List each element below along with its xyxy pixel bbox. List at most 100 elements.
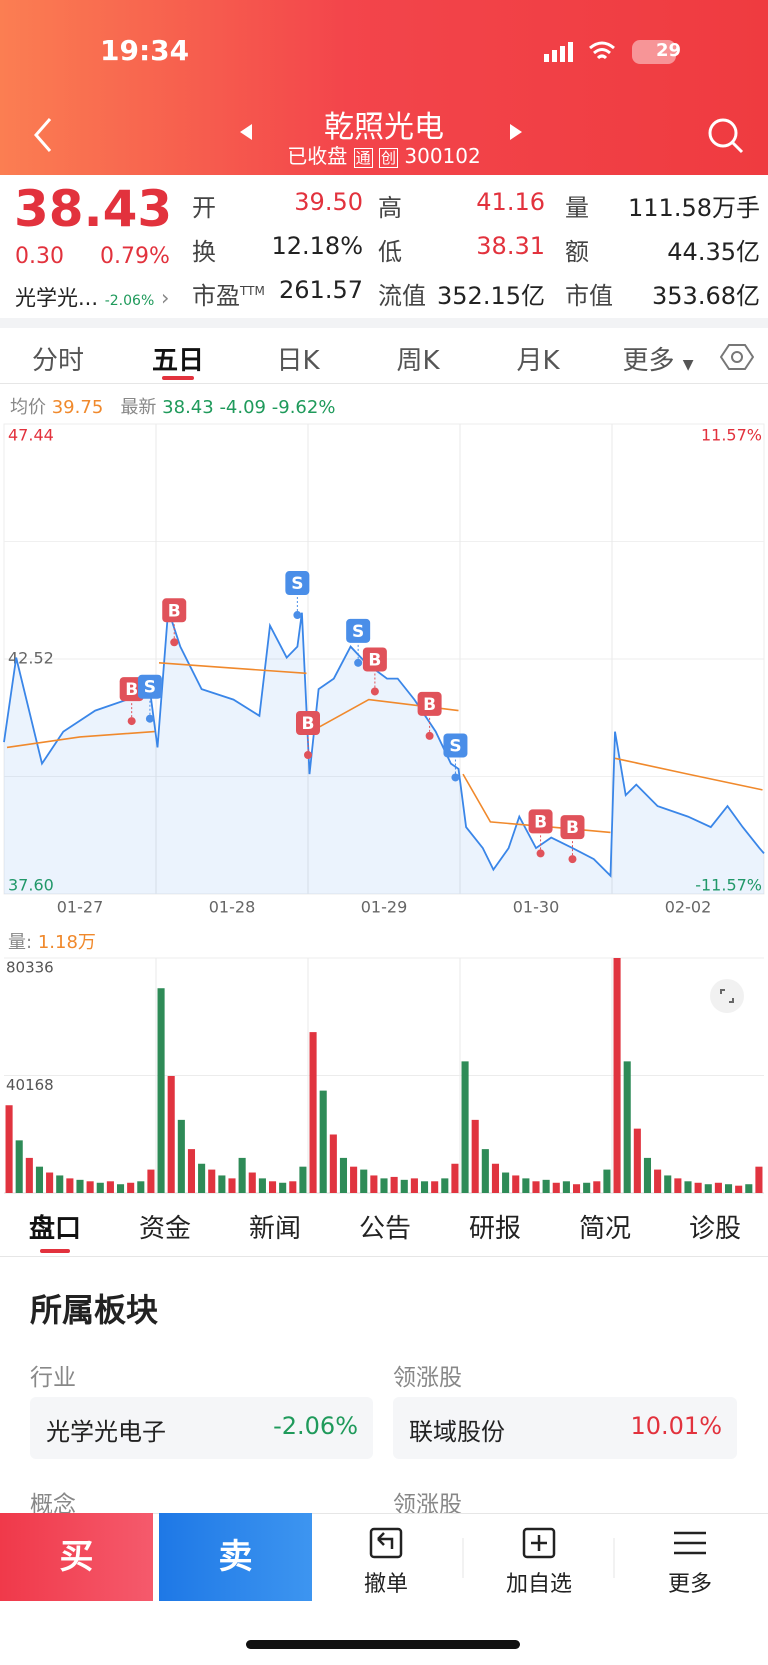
detail-tab[interactable]: 公告 <box>358 1214 411 1244</box>
chart-tab[interactable]: 月K <box>516 346 560 376</box>
last-label: 最新 <box>120 397 157 418</box>
volume-bar <box>96 1182 104 1193</box>
field-value: 41.16 <box>476 188 545 216</box>
price-line <box>3 609 765 878</box>
volume-bar <box>218 1175 226 1193</box>
volume-info: 量: 1.18万 <box>8 928 96 954</box>
tab-indicator <box>40 1249 70 1253</box>
volume-bar <box>502 1172 510 1193</box>
separator <box>0 318 768 328</box>
field-label: 换 <box>192 238 216 266</box>
volume-bar <box>86 1181 94 1193</box>
divider <box>0 1256 768 1257</box>
volume-bar <box>512 1175 520 1193</box>
detail-tab[interactable]: 新闻 <box>248 1214 301 1244</box>
detail-tab[interactable]: 简况 <box>578 1214 631 1244</box>
trade-tag <box>162 598 187 623</box>
expand-button[interactable] <box>709 978 745 1014</box>
volume-bar <box>339 1157 348 1193</box>
chart-tab[interactable]: 五日 <box>151 346 204 376</box>
volume-bar <box>56 1175 64 1193</box>
detail-tab[interactable]: 盘口 <box>28 1214 81 1244</box>
detail-tab[interactable]: 资金 <box>138 1214 191 1244</box>
field-value: 111.58万手 <box>628 194 760 222</box>
trade-dot <box>425 731 434 740</box>
volume-bar <box>633 1128 641 1193</box>
field-label: 开 <box>192 194 216 222</box>
volume-bar <box>76 1179 84 1193</box>
trade-dot <box>170 638 179 647</box>
status-time: 19:34 <box>100 34 190 67</box>
volume-bar <box>319 1090 327 1193</box>
y2-tick-label: 11.57% <box>701 426 762 445</box>
volume-bar <box>187 1149 196 1193</box>
volume-bar <box>613 958 621 1193</box>
field-label: 市盈TTM <box>192 282 265 310</box>
trade-label: S <box>449 736 461 756</box>
volume-bar <box>127 1182 135 1193</box>
sell-button[interactable]: 卖 <box>159 1513 312 1601</box>
volume-bar <box>289 1181 297 1193</box>
trade-tag <box>528 809 553 834</box>
volume-bar <box>167 1075 175 1193</box>
battery: 29 <box>656 40 682 61</box>
buy-button[interactable]: 买 <box>0 1513 153 1601</box>
leader-card[interactable] <box>393 1397 737 1459</box>
chart-tab[interactable]: 更多 ▼ <box>622 346 694 376</box>
sector[interactable]: 光学光... -2.06% › <box>15 286 170 310</box>
volume-bar <box>390 1176 398 1193</box>
volume-bar <box>552 1182 560 1193</box>
volume-bar <box>228 1178 236 1193</box>
section-title: 所属板块 <box>30 1291 159 1329</box>
industry-name: 光学光电子 <box>46 1418 166 1446</box>
trade-tag <box>296 711 320 736</box>
trade-tag <box>560 815 585 840</box>
detail-tab[interactable]: 研报 <box>468 1214 521 1244</box>
leader-label: 领涨股 <box>393 1365 462 1391</box>
detail-tab[interactable]: 诊股 <box>688 1214 741 1244</box>
field-label: 低 <box>378 238 402 266</box>
volume-bar <box>299 1166 307 1193</box>
settings-button[interactable] <box>720 342 754 372</box>
volume-bar <box>572 1184 581 1193</box>
back-button[interactable] <box>30 115 60 155</box>
sector-name: 光学光... <box>15 286 99 310</box>
y-tick-label: 42.52 <box>8 649 54 668</box>
trade-label: S <box>144 678 156 698</box>
volume-bar <box>380 1178 388 1193</box>
volume-bar <box>724 1184 733 1193</box>
chart-tab[interactable]: 周K <box>396 346 440 376</box>
leader-pct: 10.01% <box>630 1412 722 1440</box>
volume-bar <box>137 1181 145 1193</box>
x-tick-label: 01-30 <box>513 898 560 917</box>
more-button[interactable]: 更多 <box>667 1572 712 1597</box>
field-label-sup: TTM <box>240 284 265 298</box>
trade-tag <box>285 571 310 596</box>
trade-tag <box>362 647 387 672</box>
volume-bar <box>208 1169 216 1193</box>
chart-tab[interactable]: 分时 <box>31 346 84 376</box>
price-area <box>4 609 764 894</box>
volume-bar <box>562 1181 570 1193</box>
industry-card[interactable] <box>30 1397 373 1459</box>
search-button[interactable] <box>706 116 746 156</box>
volume-bar <box>258 1178 266 1193</box>
chart-tab[interactable]: 日K <box>276 346 320 376</box>
volume-bar <box>400 1179 408 1193</box>
volume-bar <box>735 1185 743 1193</box>
cancel-button[interactable]: 撤单 <box>363 1572 408 1597</box>
volume-bar <box>704 1184 712 1193</box>
stock-code: 300102 <box>404 144 481 168</box>
x-tick-label: 01-27 <box>57 898 104 917</box>
volume-bar <box>451 1163 459 1193</box>
volume-bar <box>420 1181 429 1193</box>
volume-bar <box>309 1032 317 1193</box>
avg-label: 均价 <box>10 397 46 418</box>
volume-bar <box>664 1175 672 1193</box>
x-tick-label: 01-29 <box>361 898 408 917</box>
volume-bar <box>471 1119 479 1193</box>
watch-button[interactable]: 加自选 <box>505 1572 572 1597</box>
trade-dot <box>293 611 302 620</box>
